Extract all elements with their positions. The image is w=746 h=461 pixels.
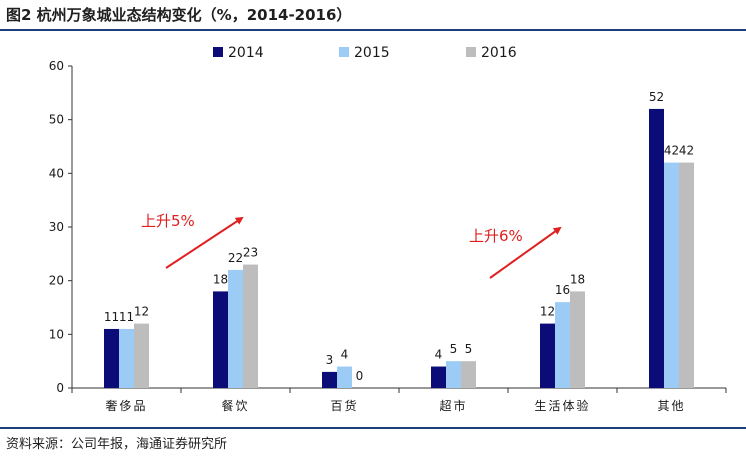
data-label: 42 xyxy=(679,144,694,158)
data-label: 52 xyxy=(649,90,664,104)
data-label: 42 xyxy=(664,144,679,158)
data-label: 4 xyxy=(341,348,349,362)
top-rule xyxy=(0,29,746,31)
legend-label-2016: 2016 xyxy=(481,45,517,61)
bar-2014-2 xyxy=(322,371,337,388)
annotations: 上升5% 上升6% xyxy=(141,212,562,279)
y-tick-label: 10 xyxy=(49,327,64,341)
data-label: 12 xyxy=(134,305,149,319)
data-label: 18 xyxy=(570,272,585,286)
figure-title: 图2 杭州万象城业态结构变化（%，2014-2016） xyxy=(6,6,352,24)
legend-label-2014: 2014 xyxy=(228,45,264,61)
bar-2016-3 xyxy=(461,361,476,388)
legend-label-2015: 2015 xyxy=(354,45,390,61)
x-tick-label: 奢侈品 xyxy=(105,399,147,413)
bar-2015-5 xyxy=(664,162,679,388)
x-tick-label: 其他 xyxy=(657,399,685,413)
bar-2014-3 xyxy=(431,366,446,388)
x-tick-label: 生活体验 xyxy=(534,398,590,413)
annotation-label: 上升5% xyxy=(141,212,195,230)
data-label: 16 xyxy=(555,283,570,297)
x-tick-label: 餐饮 xyxy=(221,398,249,413)
bars xyxy=(104,108,694,388)
data-label: 12 xyxy=(540,305,555,319)
bar-2016-4 xyxy=(570,291,585,388)
legend: 2014 2015 2016 xyxy=(213,45,517,61)
annotation-label: 上升6% xyxy=(469,227,523,245)
bar-2014-5 xyxy=(649,108,664,388)
trend-arrow xyxy=(489,226,562,279)
data-label: 11 xyxy=(119,310,134,324)
legend-swatch-2014 xyxy=(213,47,223,57)
legend-swatch-2016 xyxy=(466,47,476,57)
y-tick-label: 0 xyxy=(56,381,64,395)
y-tick-label: 40 xyxy=(49,166,64,180)
bar-2015-4 xyxy=(555,302,570,388)
bar-2015-2 xyxy=(337,366,352,388)
bar-2014-4 xyxy=(540,323,555,388)
x-tick-label: 超市 xyxy=(439,398,467,413)
bottom-rule xyxy=(0,427,746,429)
trend-arrow xyxy=(165,216,244,269)
data-label: 5 xyxy=(465,342,473,356)
data-label: 0 xyxy=(356,369,364,383)
bar-2016-1 xyxy=(243,264,258,388)
legend-swatch-2015 xyxy=(339,47,349,57)
source-note: 资料来源：公司年报，海通证券研究所 xyxy=(6,437,228,452)
y-tick-label: 60 xyxy=(49,59,64,73)
data-label: 5 xyxy=(450,342,458,356)
data-label: 4 xyxy=(435,348,443,362)
bar-2015-0 xyxy=(119,328,134,388)
bar-2014-1 xyxy=(213,291,228,388)
y-tick-label: 30 xyxy=(49,220,64,234)
x-tick-label: 百货 xyxy=(330,398,358,413)
y-tick-label: 20 xyxy=(49,274,64,288)
bar-2016-0 xyxy=(134,323,149,388)
data-label: 3 xyxy=(326,353,334,367)
y-tick-label: 50 xyxy=(49,113,64,127)
data-label: 18 xyxy=(213,272,228,286)
bar-2015-1 xyxy=(228,269,243,388)
data-label: 11 xyxy=(104,310,119,324)
data-label: 23 xyxy=(243,246,258,260)
bar-2014-0 xyxy=(104,328,119,388)
data-label: 22 xyxy=(228,251,243,265)
bar-2016-5 xyxy=(679,162,694,388)
bar-2015-3 xyxy=(446,361,461,388)
